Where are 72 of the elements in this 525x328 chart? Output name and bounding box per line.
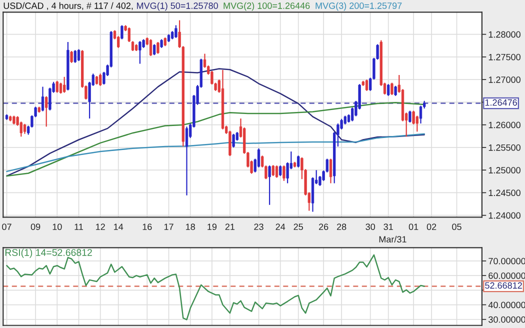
ref-line-label: 52.66812 [485, 282, 522, 289]
candlestick [365, 79, 368, 92]
x-tick-label: 23 [254, 224, 264, 230]
x-tick-label: 21 [225, 224, 235, 230]
candlestick [59, 82, 62, 94]
y-tick-label: 1.27500 [488, 54, 520, 60]
text: Mar/31 [379, 236, 406, 243]
candlestick [387, 84, 390, 96]
x-tick-label: 30 [366, 224, 376, 230]
candlestick [279, 164, 282, 177]
x-tick-label: 01 [408, 224, 418, 230]
candlestick [153, 44, 156, 56]
candlestick [156, 41, 160, 54]
candlestick [268, 164, 271, 206]
candlestick [149, 38, 152, 57]
ref-line-label: 1.26476 [485, 99, 517, 106]
candlestick [56, 80, 58, 94]
candlestick [297, 155, 300, 168]
candlestick [120, 24, 124, 40]
candlestick [70, 50, 73, 64]
text: MVG(1) 50=1.25780 [137, 2, 218, 11]
line-series [6, 102, 425, 177]
x-tick-label: 09 [30, 224, 40, 230]
candlestick [41, 86, 44, 112]
y-tick-label: 1.27000 [488, 76, 520, 83]
candlestick [257, 148, 260, 168]
candlestick [174, 24, 178, 38]
text: MVG(3) 200=1.25797 [316, 2, 402, 11]
candlestick [232, 133, 235, 148]
x-tick-label: 18 [186, 224, 195, 230]
y-tick-label: 1.24500 [488, 190, 520, 196]
line-series [6, 68, 425, 177]
x-tick-label: 11 [74, 224, 83, 230]
candlestick [408, 110, 412, 124]
x-tick-label: 02 [426, 224, 436, 230]
candlestick [390, 82, 394, 96]
candlestick [77, 48, 80, 62]
y-tick-label: 1.28000 [488, 31, 520, 38]
x-tick-label: 26 [318, 224, 328, 230]
x-tick-label: 16 [142, 224, 152, 230]
candlestick [63, 76, 66, 94]
x-tick-label: 24 [276, 224, 286, 230]
candlestick [99, 73, 102, 86]
y-tick-label: 1.25000 [488, 167, 520, 174]
candlestick [45, 96, 48, 128]
candlestick [394, 85, 397, 96]
candlestick [23, 123, 26, 134]
candlestick [272, 164, 274, 177]
candlestick [282, 164, 286, 182]
x-tick-label: 07 [2, 224, 12, 230]
x-tick-label: 14 [114, 224, 124, 230]
candlestick [275, 164, 278, 178]
candlestick [416, 115, 418, 132]
x-tick-label: 31 [384, 224, 393, 230]
chart-title: USD/CAD , 4 hours, # 117 / 402, [4, 2, 133, 10]
candlestick [74, 50, 76, 64]
x-tick-label: 05 [452, 224, 462, 230]
y-tick-label: 1.25500 [488, 144, 520, 151]
y-tick-label: 1.26000 [488, 122, 520, 128]
candlestick [329, 158, 332, 184]
chart-title: RSI(1) 14=52.66812 [5, 248, 92, 258]
candlestick [185, 126, 188, 196]
y-tick-label: 1.24000 [488, 212, 520, 219]
x-tick-label: 19 [208, 224, 217, 230]
x-tick-label: 12 [96, 224, 105, 230]
x-tick-label: 17 [164, 224, 174, 230]
candlestick [419, 105, 422, 124]
candlestick [138, 40, 142, 64]
x-tick-label: 10 [52, 224, 62, 230]
x-tick-label: 25 [294, 224, 303, 230]
x-tick-label: 28 [336, 224, 346, 230]
text: MVG(2) 100=1.26446 [224, 2, 310, 11]
